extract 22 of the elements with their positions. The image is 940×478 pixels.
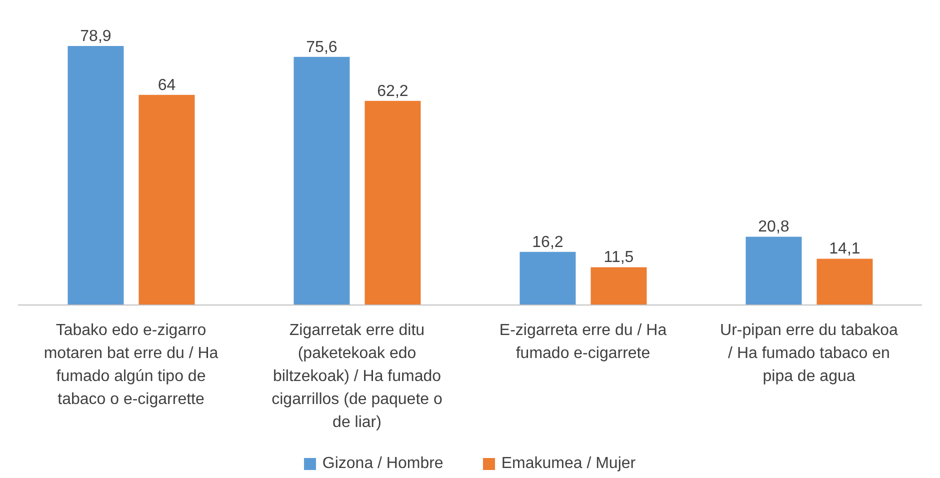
data-label: 75,6: [306, 38, 338, 56]
x-tick-label: Ur-pipan erre du tabakoa / Ha fumado tabaco en pipa de agua: [720, 322, 898, 385]
data-label: 20,8: [758, 218, 790, 236]
bar: [364, 100, 421, 305]
data-label: 64: [158, 76, 176, 94]
bar: [590, 267, 647, 305]
x-tick-label: Tabako edo e-zigarro motaren bat erre du / Ha fumado algún tipo de tabaco o e-cigarrette: [44, 322, 218, 408]
data-label: 78,9: [80, 28, 112, 45]
bar: [520, 252, 576, 305]
legend-label: Emakumea / Mujer: [500, 455, 636, 473]
data-label: 62,2: [377, 82, 408, 100]
bar: [816, 258, 873, 305]
legend-label: Gizona / Hombre: [321, 455, 444, 473]
data-label: 14,1: [829, 240, 860, 258]
bar: [746, 236, 802, 305]
data-label: 11,5: [604, 249, 634, 266]
data-label: 16,2: [532, 234, 564, 251]
x-tick-label: E-zigarreta erre du / Ha fumado e-cigarrete: [499, 322, 667, 362]
bar: [294, 56, 350, 305]
x-tick-label: Zigarretak erre ditu (paketekoak edo biltzekoak) / Ha fumado cigarrillos (de paquete o de liar): [272, 322, 442, 431]
bar: [68, 46, 124, 305]
bar: [138, 94, 195, 305]
